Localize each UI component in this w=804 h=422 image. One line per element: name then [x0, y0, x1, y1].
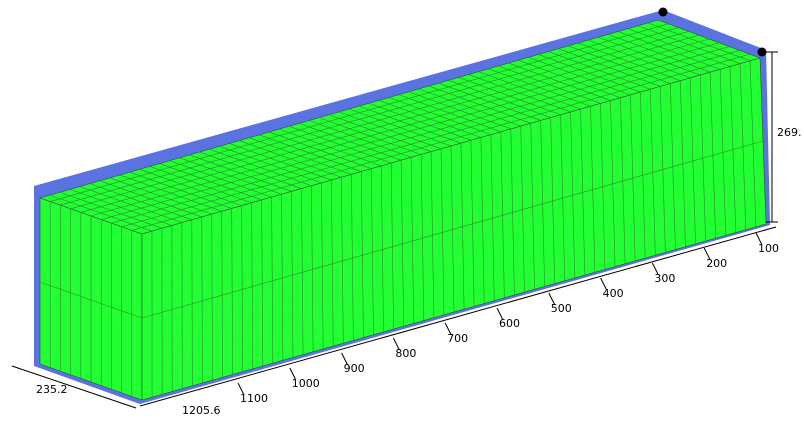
grid-line: [470, 140, 475, 307]
grid-line: [420, 154, 425, 321]
grid-line: [231, 208, 233, 375]
grid-line: [201, 216, 203, 383]
axis-tick: [496, 307, 504, 321]
grid-line: [101, 42, 720, 220]
axis-tick: [600, 277, 608, 291]
grid-line: [281, 194, 284, 361]
grid-line: [430, 151, 435, 318]
grid-line: [321, 182, 324, 349]
grid-line: [80, 34, 699, 213]
grid-line: [311, 185, 314, 352]
grid-line: [550, 117, 555, 284]
length-tick-label: 200: [706, 257, 727, 270]
grid-line: [121, 50, 740, 228]
corner-marker: [757, 47, 767, 57]
length-tick-label: 1000: [292, 377, 320, 390]
axis-tick: [755, 232, 763, 246]
grid-line: [500, 131, 505, 298]
axis-tick: [341, 352, 349, 366]
grid-line: [90, 38, 710, 217]
corner-marker: [658, 7, 668, 17]
grid-line: [560, 114, 566, 281]
axis-tick: [237, 382, 245, 396]
grid-line: [50, 23, 669, 202]
length-tick-label: 600: [499, 317, 520, 330]
grid-line: [131, 53, 750, 231]
grid-line: [221, 211, 223, 378]
axis-tick: [444, 322, 452, 336]
grid-line: [360, 171, 364, 338]
grid-line: [440, 148, 445, 315]
length-tick-label: 800: [395, 347, 416, 360]
grid-line: [251, 202, 254, 369]
width-label: 235.2: [36, 383, 68, 396]
grid-line: [211, 214, 213, 381]
grid-line: [271, 197, 274, 364]
width-axis: [11, 365, 137, 409]
grid-line: [410, 157, 415, 324]
grid-line: [540, 120, 545, 287]
grid-line: [60, 27, 679, 206]
length-tick-label: 500: [551, 302, 572, 315]
length-tick-label: 700: [447, 332, 468, 345]
grid-line: [380, 165, 384, 332]
grid-line: [460, 143, 465, 310]
length-tick-label: 900: [344, 362, 365, 375]
grid-line: [530, 123, 535, 290]
length-tick-label: 1100: [240, 392, 268, 405]
length-tick-label: 300: [654, 272, 675, 285]
axis-tick: [289, 367, 297, 381]
grid-line: [291, 191, 294, 358]
axis-tick: [548, 292, 556, 306]
grid-line: [70, 31, 689, 210]
grid-line: [370, 168, 374, 335]
cargo-grid: [39, 22, 764, 398]
grid-line: [450, 145, 455, 313]
axis-tick: [392, 337, 400, 351]
grid-line: [480, 137, 485, 304]
grid-line: [351, 174, 354, 341]
axis-tick: [703, 247, 711, 261]
grid-line: [520, 126, 525, 293]
length-tick-label: 400: [603, 287, 624, 300]
length-tick-label: 100: [758, 242, 779, 255]
grid-line: [510, 128, 515, 295]
grid-line: [261, 199, 264, 366]
axis-tick: [651, 262, 659, 276]
grid-line: [390, 163, 394, 330]
grid-line: [490, 134, 495, 301]
grid-line: [141, 140, 764, 319]
grid-line: [331, 180, 334, 347]
height-label: 269.: [777, 126, 802, 139]
grid-line: [341, 177, 344, 344]
length-label: 1205.6: [182, 404, 221, 417]
grid-line: [241, 205, 243, 372]
length-axis: [139, 226, 777, 407]
grid-line: [111, 46, 730, 224]
grid-line: [400, 160, 404, 327]
grid-line: [301, 188, 304, 355]
